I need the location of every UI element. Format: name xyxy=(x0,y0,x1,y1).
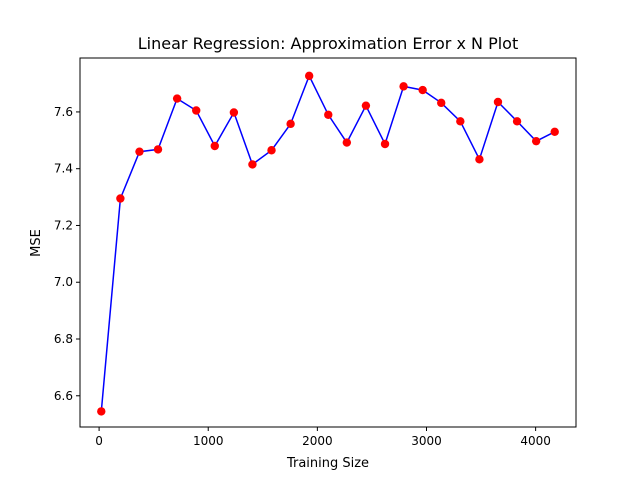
data-point xyxy=(493,97,503,107)
x-tick-label: 1000 xyxy=(193,434,224,448)
data-point xyxy=(248,160,257,169)
y-tick-label: 6.6 xyxy=(54,389,73,403)
x-tick-label: 0 xyxy=(95,434,103,448)
data-point xyxy=(267,146,276,155)
x-tick-label: 4000 xyxy=(520,434,551,448)
data-point xyxy=(418,85,427,95)
data-point xyxy=(97,407,106,416)
x-tick-label: 3000 xyxy=(411,434,442,448)
data-point xyxy=(172,94,182,103)
y-tick-label: 7.2 xyxy=(54,218,73,232)
x-tick-label: 2000 xyxy=(302,434,333,448)
data-point xyxy=(399,82,408,91)
y-tick-label: 7.4 xyxy=(54,162,73,176)
data-point xyxy=(229,108,239,117)
data-point xyxy=(153,145,163,154)
data-point xyxy=(304,71,314,81)
data-point xyxy=(192,106,201,115)
data-point xyxy=(380,139,390,149)
y-axis-ticks: 6.6 6.8 7.0 7.2 7.4 7.6 xyxy=(54,105,80,403)
data-point xyxy=(324,110,333,119)
data-point xyxy=(361,101,371,110)
data-point xyxy=(512,117,522,126)
x-axis-ticks: 0 1000 2000 3000 4000 xyxy=(95,427,551,448)
data-point xyxy=(342,138,352,147)
axes xyxy=(79,57,577,428)
data-point xyxy=(116,194,125,203)
chart-title: Linear Regression: Approximation Error x… xyxy=(138,34,518,53)
data-point xyxy=(456,117,465,126)
data-point xyxy=(210,141,219,151)
data-point xyxy=(437,98,446,108)
y-axis-label: MSE xyxy=(29,229,44,257)
data-point xyxy=(475,155,484,164)
y-tick-label: 7.6 xyxy=(54,105,73,119)
data-point xyxy=(550,127,559,136)
series-group xyxy=(97,71,559,416)
data-point xyxy=(531,136,541,146)
data-point xyxy=(286,119,295,129)
data-point xyxy=(135,147,144,156)
plot-area-frame xyxy=(79,57,577,428)
y-tick-label: 6.8 xyxy=(54,332,73,346)
y-tick-label: 7.0 xyxy=(54,275,73,289)
x-axis-label: Training Size xyxy=(286,456,369,471)
